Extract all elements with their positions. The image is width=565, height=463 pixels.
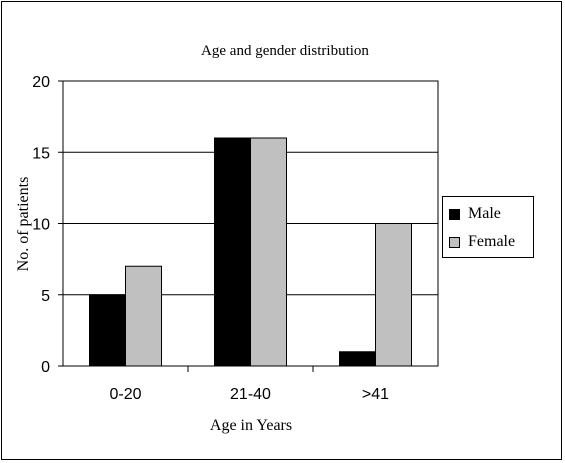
bar-female-1 xyxy=(125,265,162,367)
chart-title: Age and gender distribution xyxy=(201,43,369,59)
legend-item-female: Female xyxy=(449,232,515,252)
plot-area-border xyxy=(62,80,439,367)
legend-swatch-female xyxy=(449,236,460,248)
legend-label-female: Female xyxy=(468,233,516,250)
legend: Male Female xyxy=(442,196,534,258)
y-tick-label: 20 xyxy=(32,74,50,91)
tick-labels: 0 5 10 15 20 0-20 21-40 >41 xyxy=(32,74,389,403)
x-axis-label: Age in Years xyxy=(210,417,292,434)
x-tick-label: 0-20 xyxy=(109,386,141,403)
bars xyxy=(89,137,412,367)
axes xyxy=(58,80,439,372)
legend-item-male: Male xyxy=(449,204,501,224)
legend-label-male: Male xyxy=(468,205,501,222)
y-tick-label: 15 xyxy=(32,145,50,162)
x-tick-label: >41 xyxy=(362,386,389,403)
bar-male-2 xyxy=(214,137,251,367)
y-axis-label: No. of patients xyxy=(15,177,32,272)
bar-male-3 xyxy=(339,351,376,367)
y-tick-label: 10 xyxy=(32,217,50,234)
legend-swatch-male xyxy=(449,208,460,220)
bar-female-3 xyxy=(375,223,412,367)
y-tick-label: 0 xyxy=(41,359,50,376)
y-tick-label: 5 xyxy=(41,288,50,305)
x-tick-label: 21-40 xyxy=(230,386,271,403)
bar-male-1 xyxy=(89,294,126,367)
bar-female-2 xyxy=(250,137,287,367)
